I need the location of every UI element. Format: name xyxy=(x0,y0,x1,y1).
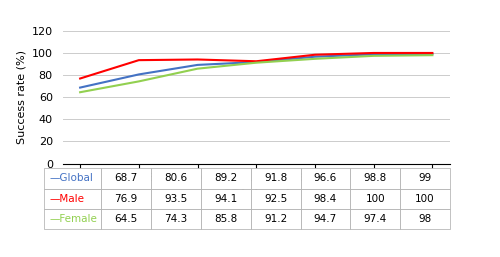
Global xyxy=(136,73,142,76)
Male xyxy=(370,51,376,54)
Global xyxy=(370,53,376,56)
Female xyxy=(430,54,436,57)
Global xyxy=(194,63,200,67)
X-axis label: CRL (mm): CRL (mm) xyxy=(222,188,290,201)
Female xyxy=(77,91,83,94)
Global xyxy=(312,55,318,58)
Global xyxy=(77,86,83,89)
Female xyxy=(312,57,318,60)
Female xyxy=(253,61,259,64)
Female xyxy=(136,80,142,83)
Male xyxy=(194,58,200,61)
Y-axis label: Success rate (%): Success rate (%) xyxy=(16,50,26,144)
Male xyxy=(312,53,318,56)
Female xyxy=(194,67,200,70)
Male xyxy=(430,51,436,54)
Line: Male: Male xyxy=(80,53,432,78)
Line: Global: Global xyxy=(80,54,432,88)
Line: Female: Female xyxy=(80,55,432,92)
Global xyxy=(253,60,259,63)
Male xyxy=(136,59,142,62)
Global xyxy=(430,52,436,56)
Male xyxy=(253,60,259,63)
Female xyxy=(370,54,376,57)
Male xyxy=(77,77,83,80)
